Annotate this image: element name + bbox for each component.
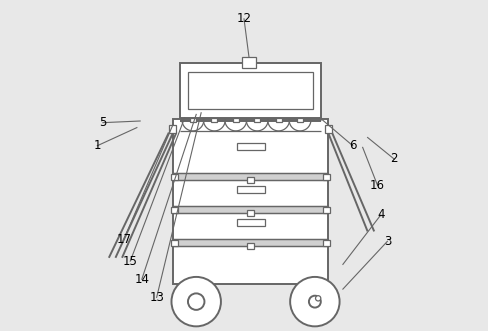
Bar	[190, 118, 196, 121]
Circle shape	[171, 277, 221, 326]
Text: 5: 5	[99, 116, 106, 129]
Text: 6: 6	[349, 139, 357, 152]
Bar	[211, 118, 217, 121]
Text: 3: 3	[384, 235, 391, 248]
Bar	[173, 173, 328, 180]
Text: 13: 13	[149, 291, 164, 304]
Text: 12: 12	[237, 12, 251, 25]
Bar	[173, 119, 328, 284]
Bar	[169, 125, 176, 132]
Bar	[173, 239, 328, 246]
Bar	[247, 177, 254, 183]
Circle shape	[188, 293, 204, 310]
Bar	[247, 210, 254, 216]
Bar	[276, 118, 282, 121]
Circle shape	[309, 296, 321, 307]
Bar	[180, 63, 322, 118]
Bar	[171, 240, 178, 246]
Text: 4: 4	[377, 209, 385, 221]
Text: 14: 14	[134, 273, 149, 286]
Bar	[325, 125, 332, 132]
Bar	[247, 243, 254, 249]
Bar	[237, 186, 264, 193]
Bar	[171, 174, 178, 180]
Circle shape	[316, 296, 321, 301]
Bar	[171, 207, 178, 213]
Text: 17: 17	[116, 233, 131, 246]
Text: 16: 16	[370, 179, 385, 192]
Text: 2: 2	[390, 152, 398, 166]
Bar	[254, 118, 260, 121]
Bar	[173, 206, 328, 213]
Bar	[297, 118, 303, 121]
Text: 15: 15	[123, 255, 138, 267]
Bar	[188, 71, 313, 110]
Bar	[323, 174, 330, 180]
Bar	[233, 118, 239, 121]
Text: 1: 1	[94, 139, 101, 152]
Bar	[237, 143, 264, 150]
Bar	[323, 240, 330, 246]
Bar	[323, 207, 330, 213]
Circle shape	[290, 277, 340, 326]
Bar	[237, 219, 264, 226]
Bar	[243, 57, 256, 68]
